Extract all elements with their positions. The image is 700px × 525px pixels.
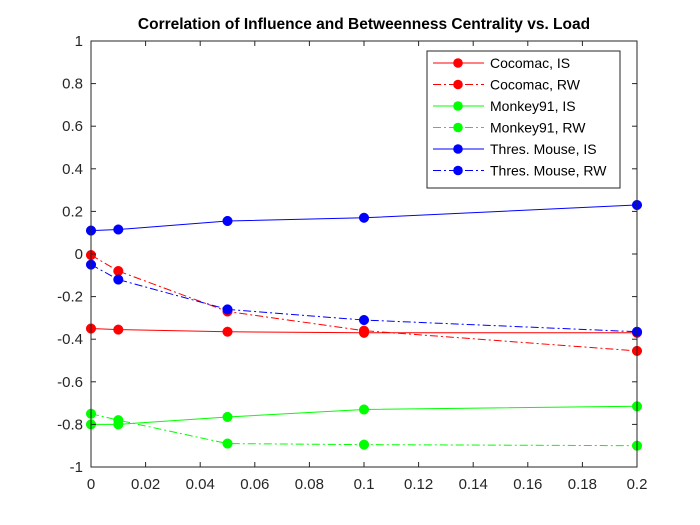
data-point [222,215,233,227]
legend-marker [453,122,463,133]
legend-box [426,50,621,189]
data-point [113,224,124,235]
data-point [358,325,370,336]
data-point [113,324,124,335]
data-point [222,411,233,422]
data-point [358,212,370,223]
legend-item: Cocomac, RW [433,77,581,93]
data-point [358,314,370,326]
data-point [358,404,370,415]
legend-marker [453,58,463,68]
data-point [113,274,124,285]
series-5 [85,259,643,337]
x-tick-label: 0.2 [627,476,648,493]
y-tick-label: 0 [75,246,83,263]
series-4 [85,199,643,236]
y-tick-label: 0.2 [62,203,83,220]
legend-label: Thres. Mouse, RW [490,163,607,179]
legend-item: Cocomac, IS [433,55,570,71]
x-tick-label: 0.16 [513,476,542,493]
y-tick-label: 0.8 [62,76,83,93]
legend-label: Monkey91, RW [490,120,586,136]
y-tick-label: 1 [75,33,83,50]
x-tick-label: 0.06 [240,476,269,493]
legend-item: Thres. Mouse, IS [433,141,597,157]
legend-marker [453,144,463,154]
legend-marker [453,101,463,111]
legend-label: Thres. Mouse, IS [490,141,597,157]
legend: Cocomac, IS Cocomac, RW Monkey91, IS Monkey… [426,50,621,189]
legend-marker [453,165,463,176]
x-tick-label: 0.12 [404,476,433,493]
legend-item: Monkey91, IS [433,98,576,114]
data-point [358,439,370,450]
series-3 [85,408,643,451]
x-tick-label: 0.18 [568,476,597,493]
data-point [113,415,124,426]
legend-item: Monkey91, RW [433,120,586,136]
x-tick-label: 0.04 [186,476,215,493]
x-tick-label: 0.14 [459,476,488,493]
x-tick-label: 0.1 [354,476,375,493]
chart-title: Correlation of Influence and Betweenness… [138,16,590,33]
legend-label: Cocomac, RW [490,77,581,93]
x-tick-label: 0.02 [131,476,160,493]
y-tick-label: -0.6 [57,374,83,391]
y-tick-label: 0.4 [62,161,83,178]
y-tick-label: -0.8 [57,416,83,433]
y-tick-label: -1 [70,459,83,476]
data-point [222,304,233,315]
legend-marker [453,79,463,90]
x-tick-label: 0 [87,476,95,493]
data-point [222,326,233,337]
data-point [222,438,233,449]
legend-label: Cocomac, IS [490,55,570,71]
ticks-layer: 0 0.02 0.04 0.06 0.08 0.1 0.12 0.14 0.16 0.18 0.2 -… [57,33,647,493]
y-tick-label: 0.6 [62,118,83,135]
x-tick-label: 0.08 [295,476,324,493]
legend-label: Monkey91, IS [490,98,576,114]
legend-item: Thres. Mouse, RW [433,163,607,179]
y-tick-label: -0.2 [57,289,83,306]
data-point [113,265,124,277]
y-tick-label: -0.4 [57,331,83,348]
